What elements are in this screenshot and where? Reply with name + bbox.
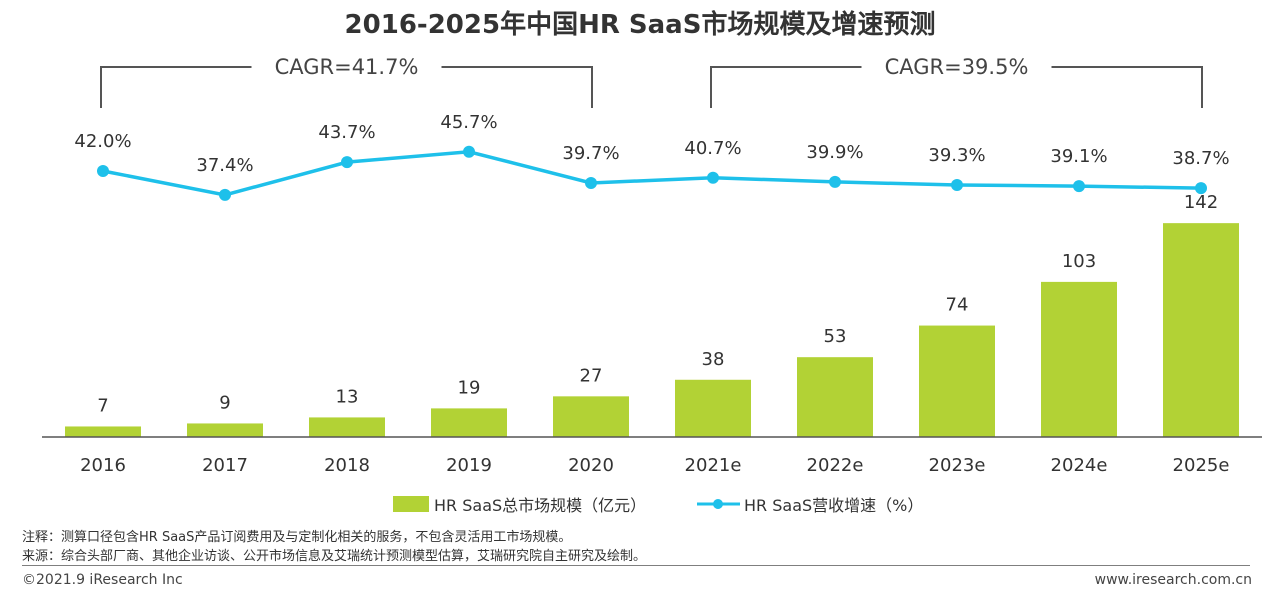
x-tick-label: 2022e (807, 455, 864, 476)
bar-value-label: 27 (580, 365, 603, 386)
bar-2020 (553, 396, 629, 437)
bar-2019 (431, 408, 507, 437)
chart-title: 2016-2025年中国HR SaaS市场规模及增速预测 (345, 9, 936, 40)
x-tick-label: 2018 (324, 455, 370, 476)
legend: HR SaaS总市场规模（亿元） HR SaaS营收增速（%） (393, 496, 923, 515)
bar-value-label: 9 (219, 392, 230, 413)
growth-value-label: 39.1% (1050, 146, 1107, 167)
x-tick-label: 2016 (80, 455, 126, 476)
x-tick-label: 2017 (202, 455, 248, 476)
growth-value-label: 38.7% (1172, 148, 1229, 169)
cagr-annotations: CAGR=41.7% CAGR=39.5% (100, 55, 1203, 108)
growth-point-2018 (341, 156, 353, 169)
growth-point-2017 (219, 188, 231, 201)
growth-point-2024e (1073, 180, 1085, 193)
cagr-label: CAGR=39.5% (885, 55, 1029, 79)
cagr-bracket-left (710, 66, 862, 108)
bar-series: 7 9 13 19 27 38 53 74 103 142 (65, 192, 1239, 437)
chart: 2016-2025年中国HR SaaS市场规模及增速预测 CAGR=41.7% C… (42, 9, 1262, 515)
legend-line-marker (713, 499, 723, 509)
legend-bar-label: HR SaaS总市场规模（亿元） (434, 496, 646, 515)
growth-value-label: 45.7% (440, 112, 497, 133)
cagr-bracket-left (100, 66, 252, 108)
bar-2025e (1163, 223, 1239, 437)
x-tick-label: 2024e (1051, 455, 1108, 476)
bar-2016 (65, 426, 141, 437)
bar-value-label: 103 (1062, 251, 1096, 272)
legend-bar-swatch (393, 496, 429, 512)
x-tick-label: 2023e (929, 455, 986, 476)
growth-value-label: 42.0% (74, 131, 131, 152)
growth-point-2021e (707, 171, 719, 184)
bar-2021e (675, 379, 751, 437)
growth-value-label: 39.7% (562, 143, 619, 164)
growth-value-label: 37.4% (196, 155, 253, 176)
note-text: 注释：测算口径包含HR SaaS产品订阅费用及与定制化相关的服务，不包含灵活用工… (22, 530, 572, 545)
growth-point-2023e (951, 179, 963, 192)
x-tick-label: 2025e (1173, 455, 1230, 476)
x-tick-label: 2019 (446, 455, 492, 476)
bar-2023e (919, 325, 995, 437)
x-tick-label: 2020 (568, 455, 614, 476)
bar-value-label: 53 (824, 326, 847, 347)
x-tick-label: 2021e (685, 455, 742, 476)
bar-2024e (1041, 281, 1117, 437)
growth-line (102, 149, 1202, 197)
bar-value-label: 38 (702, 349, 725, 370)
growth-point-2019 (463, 145, 475, 158)
legend-line-label: HR SaaS营收增速（%） (744, 496, 923, 515)
line-series: 42.0% 37.4% 43.7% 45.7% 39.7% 40.7% 39.9% 39.3%… (74, 112, 1230, 201)
bar-2018 (309, 417, 385, 437)
bar-value-label: 13 (336, 386, 359, 407)
cagr-label: CAGR=41.7% (275, 55, 419, 79)
growth-value-label: 43.7% (318, 122, 375, 143)
growth-point-2020 (585, 176, 597, 189)
growth-value-label: 39.3% (928, 145, 985, 166)
growth-point-2022e (829, 175, 841, 188)
source-text: 来源：综合头部厂商、其他企业访谈、公开市场信息及艾瑞统计预测模型估算，艾瑞研究院… (22, 549, 647, 564)
footer-divider (22, 565, 1250, 566)
x-axis-tick-labels: 2016 2017 2018 2019 2020 2021e 2022e 2023e 2024e… (80, 455, 1229, 476)
bar-value-label: 74 (946, 295, 969, 316)
growth-value-label: 40.7% (684, 138, 741, 159)
growth-point-2016 (97, 165, 109, 177)
bar-value-label: 19 (458, 377, 481, 398)
growth-point-2025e (1195, 182, 1207, 195)
cagr-bracket-right (1051, 66, 1203, 108)
bar-value-label: 7 (97, 395, 108, 416)
cagr-bracket-right (441, 66, 593, 108)
bar-2017 (187, 423, 263, 437)
website-text: www.iresearch.com.cn (1094, 572, 1252, 588)
bar-2022e (797, 357, 873, 437)
copyright-text: ©2021.9 iResearch Inc (22, 572, 183, 588)
growth-value-label: 39.9% (806, 142, 863, 163)
bar-value-label: 142 (1184, 192, 1218, 213)
